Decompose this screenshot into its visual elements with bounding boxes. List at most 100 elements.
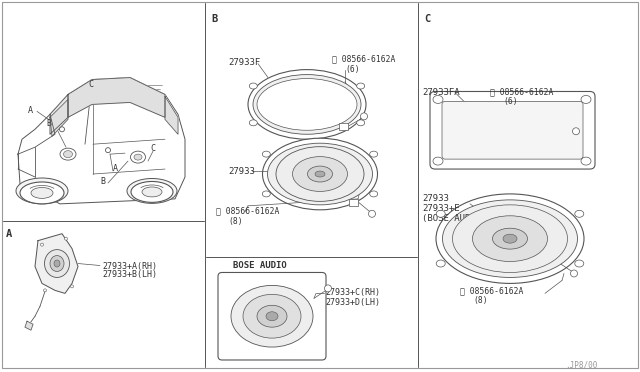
Ellipse shape: [442, 200, 577, 278]
Ellipse shape: [356, 120, 365, 126]
Ellipse shape: [370, 191, 378, 197]
Text: 27933+E: 27933+E: [422, 204, 460, 213]
Polygon shape: [50, 99, 68, 136]
Text: C: C: [150, 144, 155, 153]
FancyBboxPatch shape: [430, 92, 595, 169]
Ellipse shape: [31, 187, 53, 198]
Text: A: A: [6, 229, 12, 239]
Text: (BOSE AUDIO): (BOSE AUDIO): [422, 214, 486, 223]
Polygon shape: [165, 96, 178, 134]
Ellipse shape: [253, 74, 361, 134]
Ellipse shape: [231, 285, 313, 347]
Text: 27933+D(LH): 27933+D(LH): [325, 298, 380, 307]
Ellipse shape: [433, 96, 443, 103]
Ellipse shape: [575, 260, 584, 267]
Ellipse shape: [575, 210, 584, 217]
FancyBboxPatch shape: [442, 102, 583, 159]
Ellipse shape: [433, 157, 443, 165]
Text: B: B: [100, 177, 105, 186]
Polygon shape: [18, 78, 185, 204]
Text: Ⓢ 08566-6162A: Ⓢ 08566-6162A: [332, 55, 396, 64]
Ellipse shape: [50, 256, 64, 272]
Text: (6): (6): [503, 97, 518, 106]
Ellipse shape: [262, 138, 378, 210]
Bar: [349, 199, 358, 206]
Ellipse shape: [106, 148, 111, 153]
Ellipse shape: [243, 294, 301, 338]
Ellipse shape: [257, 78, 357, 130]
Ellipse shape: [493, 228, 527, 249]
Text: Ⓢ 08566-6162A: Ⓢ 08566-6162A: [216, 207, 280, 216]
Ellipse shape: [262, 191, 270, 197]
Ellipse shape: [262, 151, 270, 157]
Ellipse shape: [360, 113, 367, 120]
Text: 27933F: 27933F: [228, 58, 260, 67]
Ellipse shape: [292, 157, 348, 192]
Text: B: B: [211, 14, 217, 24]
Ellipse shape: [369, 210, 376, 217]
Polygon shape: [68, 78, 165, 117]
Ellipse shape: [257, 305, 287, 327]
Ellipse shape: [134, 154, 142, 160]
Ellipse shape: [436, 260, 445, 267]
Ellipse shape: [142, 187, 162, 197]
Text: 27933: 27933: [422, 194, 449, 203]
Text: (6): (6): [345, 65, 360, 74]
Ellipse shape: [370, 151, 378, 157]
Ellipse shape: [16, 178, 68, 204]
Ellipse shape: [44, 289, 47, 292]
Ellipse shape: [436, 194, 584, 283]
Text: 27933FA: 27933FA: [422, 87, 460, 96]
Text: Ⓢ 08566-6162A: Ⓢ 08566-6162A: [460, 286, 524, 295]
Ellipse shape: [573, 128, 579, 135]
Text: BOSE AUDIO: BOSE AUDIO: [233, 260, 287, 270]
Ellipse shape: [570, 270, 577, 277]
Polygon shape: [35, 234, 78, 294]
Text: B: B: [46, 119, 51, 128]
Ellipse shape: [315, 171, 325, 177]
Ellipse shape: [452, 205, 568, 272]
Ellipse shape: [503, 234, 517, 243]
Text: A: A: [28, 106, 33, 115]
Ellipse shape: [40, 243, 44, 246]
Ellipse shape: [65, 237, 67, 240]
Ellipse shape: [266, 312, 278, 321]
Ellipse shape: [581, 96, 591, 103]
Text: C: C: [424, 14, 430, 24]
Ellipse shape: [581, 157, 591, 165]
Polygon shape: [50, 94, 68, 134]
Ellipse shape: [356, 83, 365, 89]
Ellipse shape: [472, 216, 547, 262]
Ellipse shape: [60, 127, 65, 132]
Ellipse shape: [70, 285, 74, 288]
Ellipse shape: [250, 120, 257, 126]
Ellipse shape: [60, 148, 76, 160]
Ellipse shape: [63, 151, 72, 158]
Text: C: C: [88, 80, 93, 89]
Ellipse shape: [276, 147, 364, 201]
Text: 27933+C(RH): 27933+C(RH): [325, 288, 380, 297]
Text: .JP8/00: .JP8/00: [565, 361, 597, 370]
Text: 27933: 27933: [228, 167, 255, 176]
Ellipse shape: [20, 182, 64, 204]
Text: Ⓢ 08566-6162A: Ⓢ 08566-6162A: [490, 87, 554, 96]
Text: 27933+A(RH): 27933+A(RH): [102, 262, 157, 270]
Ellipse shape: [248, 70, 366, 139]
Bar: [339, 123, 348, 130]
Ellipse shape: [127, 179, 177, 203]
Ellipse shape: [436, 210, 445, 217]
Ellipse shape: [250, 83, 257, 89]
Ellipse shape: [45, 250, 70, 278]
Text: (8): (8): [228, 217, 243, 226]
Text: 27933+B(LH): 27933+B(LH): [102, 270, 157, 279]
Ellipse shape: [131, 151, 145, 163]
Polygon shape: [25, 321, 33, 330]
Text: A: A: [113, 164, 118, 173]
Ellipse shape: [131, 182, 173, 202]
Text: (8): (8): [473, 296, 488, 305]
Ellipse shape: [54, 260, 60, 267]
Ellipse shape: [268, 143, 372, 205]
FancyBboxPatch shape: [218, 272, 326, 360]
Ellipse shape: [324, 285, 332, 292]
Ellipse shape: [307, 166, 333, 182]
